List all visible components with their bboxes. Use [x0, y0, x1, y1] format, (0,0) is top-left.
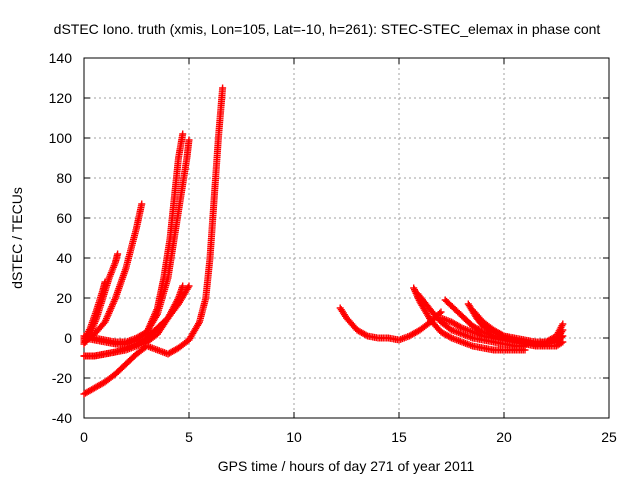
data-point — [558, 333, 566, 341]
y-tick-label: -20 — [52, 370, 72, 386]
data-point — [499, 331, 506, 339]
data-series-7 — [80, 282, 187, 360]
y-tick-label: 60 — [56, 210, 72, 226]
data-point — [179, 130, 187, 138]
y-tick-label: 100 — [49, 130, 73, 146]
x-tick-label: 10 — [286, 429, 302, 445]
data-point — [446, 333, 454, 341]
data-point — [179, 282, 187, 290]
data-point — [138, 200, 146, 208]
data-series-8 — [80, 84, 227, 398]
data-series-5 — [80, 136, 193, 346]
y-tick-label: 40 — [56, 250, 72, 266]
y-axis-label: dSTEC / TECUs — [9, 187, 25, 289]
data-point — [219, 84, 227, 92]
plot-frame — [83, 57, 610, 419]
x-tick-label: 15 — [391, 429, 407, 445]
data-point — [436, 309, 444, 317]
data-point — [559, 338, 567, 346]
y-tick-label: 20 — [56, 290, 72, 306]
x-tick-label: 20 — [496, 429, 512, 445]
data-series-15 — [469, 306, 567, 348]
y-tick-label: 120 — [49, 90, 73, 106]
y-tick-label: 140 — [49, 50, 73, 66]
data-point — [559, 332, 567, 340]
data-point — [457, 323, 464, 331]
data-series-3 — [80, 200, 146, 346]
y-tick-label: 0 — [64, 330, 72, 346]
grid — [84, 58, 609, 418]
data-point — [478, 327, 485, 335]
data-point — [559, 320, 567, 328]
data-point — [185, 282, 193, 290]
y-tick-label: -40 — [52, 410, 72, 426]
data-point — [362, 331, 370, 339]
data-point — [437, 308, 445, 316]
chart-title: dSTEC Iono. truth (xmis, Lon=105, Lat=-1… — [54, 21, 601, 37]
data-point — [185, 136, 193, 144]
x-axis-label: GPS time / hours of day 271 of year 2011 — [218, 458, 475, 474]
x-tick-label: 5 — [185, 429, 193, 445]
axis-ticks: 0 5 10 15 20 25 -40 -20 0 20 40 60 80 100 120 140 — [49, 50, 617, 445]
y-tick-label: 80 — [56, 170, 72, 186]
data-point — [101, 278, 109, 286]
data-series — [80, 84, 567, 398]
data-point — [559, 326, 567, 334]
data-point — [114, 250, 122, 258]
x-tick-label: 25 — [601, 429, 617, 445]
x-tick-label: 0 — [80, 429, 88, 445]
